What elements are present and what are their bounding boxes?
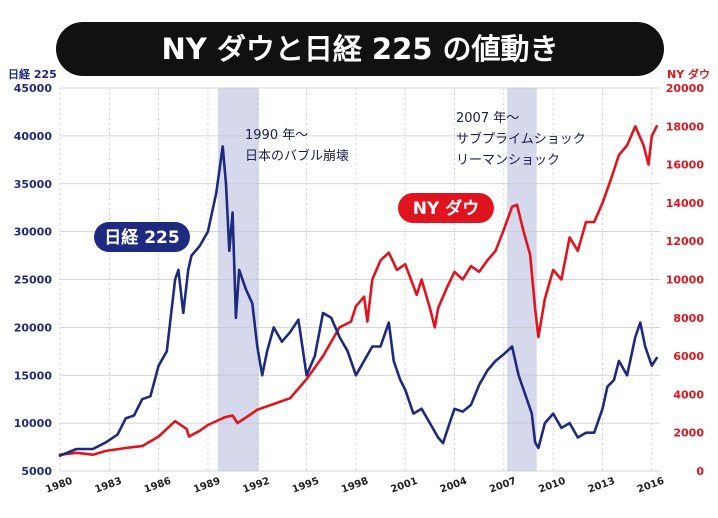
legend-nikkei-label: 日経 225 <box>104 227 179 248</box>
legend-nikkei-background <box>94 222 190 252</box>
nikkei-tick-label: 45000 <box>14 82 53 95</box>
annotation-subprime-line-3: リーマンショック <box>456 153 560 168</box>
year-tick-label: 1992 <box>241 476 271 496</box>
year-tick-label: 2007 <box>488 476 518 496</box>
dow-series-line <box>58 125 659 457</box>
year-tick-label: 1989 <box>192 476 222 496</box>
chart-title-banner: NY ダウと日経 225 の値動き <box>56 22 664 76</box>
dow-tick-label: 14000 <box>666 197 705 210</box>
dow-tick-label: 20000 <box>666 82 705 95</box>
legend-dow-label: NY ダウ <box>413 198 479 219</box>
nikkei-tick-label: 25000 <box>14 274 53 287</box>
dow-tick-label: 6000 <box>673 350 704 363</box>
x-axis-ticks: 1980 1983 1986 1989 1992 1995 1998 2001 2004 2007… <box>44 476 666 496</box>
dow-tick-label: 18000 <box>666 120 705 133</box>
nikkei-tick-label: 30000 <box>14 226 53 239</box>
year-tick-label: 1983 <box>93 476 123 496</box>
nikkei-tick-label: 20000 <box>14 321 53 334</box>
left-axis-title: 日経 225 <box>8 67 57 81</box>
dow-tick-label: 0 <box>696 465 704 478</box>
year-tick-label: 1995 <box>291 476 321 496</box>
legend-dow-background <box>398 193 494 223</box>
year-tick-label: 1998 <box>340 476 370 496</box>
nikkei-tick-label: 10000 <box>14 417 53 430</box>
dow-tick-label: 16000 <box>666 159 705 172</box>
annotation-subprime: 2007 年〜 サブプライムショック リーマンショック <box>456 111 586 168</box>
legend-nikkei-badge: 日経 225 <box>94 222 190 252</box>
nikkei-tick-label: 5000 <box>21 465 52 478</box>
dow-tick-label: 2000 <box>673 427 704 440</box>
annotation-subprime-line-2: サブプライムショック <box>456 131 586 147</box>
nikkei-series-line <box>58 145 659 458</box>
chart-title: NY ダウと日経 225 の値動き <box>161 32 558 66</box>
right-axis-title: NY ダウ <box>667 67 710 81</box>
annotation-bubble-line-1: 1990 年〜 <box>245 128 308 143</box>
nikkei-axis-ticks: 5000 10000 15000 20000 25000 30000 35000 40000 4… <box>14 82 53 478</box>
dow-axis-ticks: 0 2000 4000 6000 8000 10000 12000 14000 16000 180… <box>666 82 705 478</box>
dow-tick-label: 10000 <box>666 274 705 287</box>
year-tick-label: 2001 <box>389 476 419 496</box>
year-tick-label: 1986 <box>143 476 173 496</box>
year-tick-label: 1980 <box>44 476 74 496</box>
dow-tick-label: 8000 <box>673 312 704 325</box>
year-tick-label: 2016 <box>636 476 666 496</box>
dow-tick-label: 12000 <box>666 235 705 248</box>
series-lines <box>58 125 659 458</box>
year-tick-label: 2004 <box>439 476 469 496</box>
year-tick-label: 2010 <box>537 476 567 496</box>
nikkei-tick-label: 40000 <box>14 130 53 143</box>
annotation-bubble-crash: 1990 年〜 日本のバブル崩壊 <box>245 128 349 164</box>
annotation-bubble-line-2: 日本のバブル崩壊 <box>245 148 349 164</box>
legend-dow-badge: NY ダウ <box>398 193 494 223</box>
annotation-subprime-line-1: 2007 年〜 <box>456 111 519 126</box>
dow-tick-label: 4000 <box>673 388 704 401</box>
nikkei-tick-label: 35000 <box>14 178 53 191</box>
nikkei-tick-label: 15000 <box>14 369 53 382</box>
year-tick-label: 2013 <box>587 476 617 496</box>
title-background <box>56 22 664 76</box>
